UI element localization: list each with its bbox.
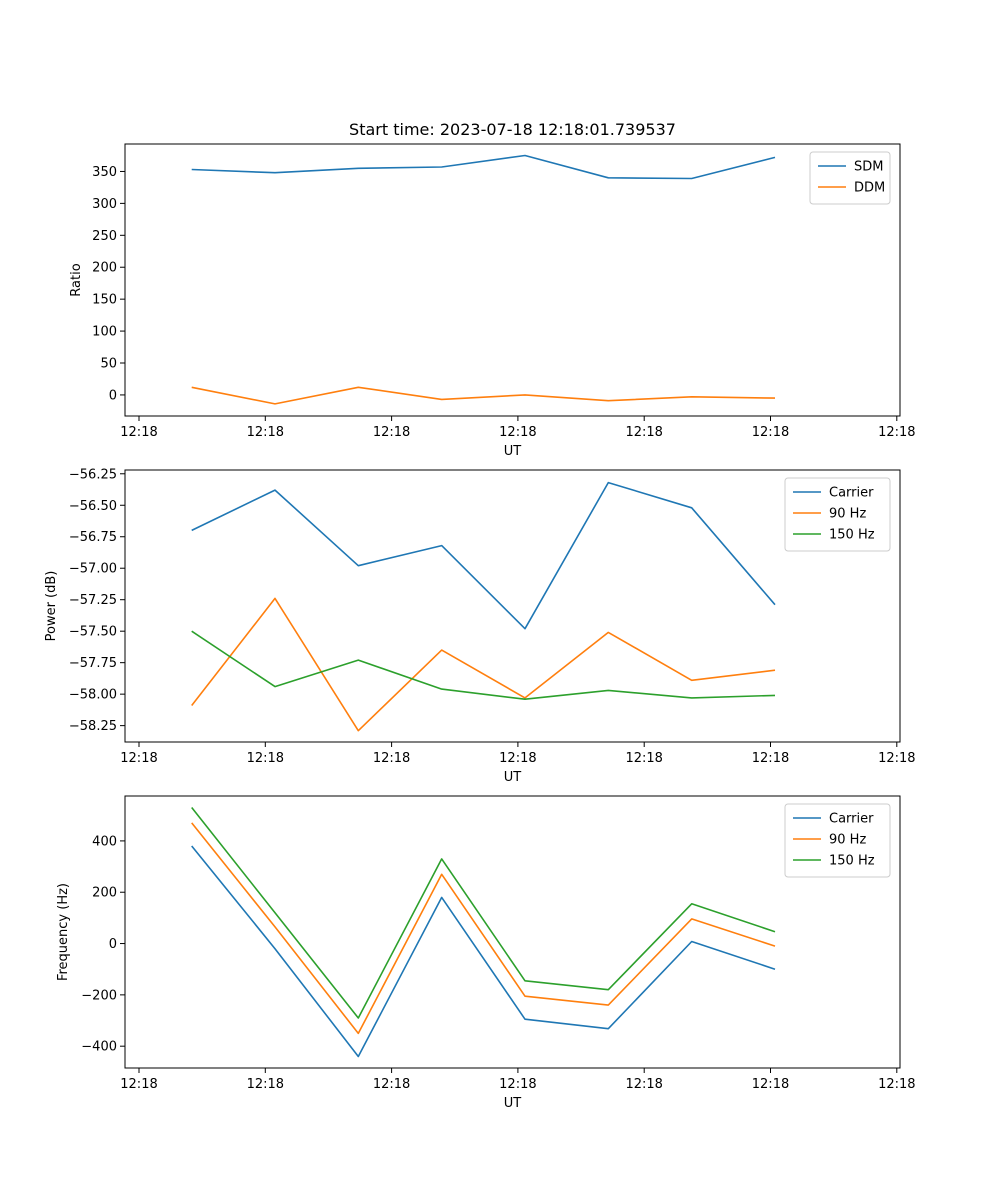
x-tick-label: 12:18: [878, 425, 915, 440]
series-line-carrier: [191, 481, 776, 630]
y-tick-label: −56.75: [69, 530, 117, 545]
legend-label: Carrier: [829, 486, 874, 501]
legend: SDM DDM: [809, 151, 891, 205]
series-line-150-hz: [191, 630, 776, 701]
x-tick-label: 12:18: [499, 1077, 536, 1092]
y-tick-label: 250: [92, 229, 117, 244]
x-tick-label: 12:18: [120, 1077, 157, 1092]
chart-title: Start time: 2023-07-18 12:18:01.739537: [349, 120, 676, 139]
y-tick-label: 150: [92, 293, 117, 308]
y-tick-label: −56.25: [69, 467, 117, 482]
legend-label: 150 Hz: [829, 854, 875, 869]
x-tick-label: 12:18: [247, 751, 284, 766]
series-line-150-hz: [191, 807, 776, 1019]
legend-box: [784, 477, 891, 552]
y-tick-label: −200: [81, 988, 117, 1003]
y-tick-label: −57.75: [69, 656, 117, 671]
y-axis-label: Power (dB): [44, 571, 59, 642]
legend-label: DDM: [854, 181, 885, 196]
x-tick-label: 12:18: [247, 425, 284, 440]
x-tick-label: 12:18: [625, 751, 662, 766]
x-axis-label: UT: [504, 1096, 522, 1111]
x-tick-label: 12:18: [752, 751, 789, 766]
x-tick-label: 12:18: [499, 751, 536, 766]
y-tick-label: −57.50: [69, 625, 117, 640]
y-tick-label: −400: [81, 1040, 117, 1055]
series-line-90-hz: [191, 822, 776, 1035]
x-tick-label: 12:18: [752, 1077, 789, 1092]
legend: Carrier 90 Hz 150 Hz: [784, 477, 891, 552]
legend-label: 150 Hz: [829, 528, 875, 543]
y-tick-label: −58.00: [69, 688, 117, 703]
y-tick-label: −56.50: [69, 499, 117, 514]
legend-box: [809, 151, 891, 205]
plot-frame: [124, 143, 901, 417]
x-tick-label: 12:18: [120, 751, 157, 766]
y-tick-label: −57.25: [69, 593, 117, 608]
x-tick-label: 12:18: [247, 1077, 284, 1092]
x-tick-label: 12:18: [120, 425, 157, 440]
legend-label: SDM: [854, 160, 883, 175]
series-line-90-hz: [191, 597, 776, 732]
y-tick-label: 400: [92, 834, 117, 849]
chart-panel-1: Start time: 2023-07-18 12:18:01.739537 12…: [69, 120, 916, 459]
plot-frame: [124, 469, 901, 743]
x-tick-label: 12:18: [373, 1077, 410, 1092]
x-tick-label: 12:18: [373, 425, 410, 440]
chart-panel-2: 12:1812:1812:1812:1812:1812:1812:1812:19…: [44, 467, 916, 785]
y-tick-label: 0: [109, 937, 117, 952]
y-tick-label: 50: [100, 357, 117, 372]
x-axis-label: UT: [504, 770, 522, 785]
legend-label: 90 Hz: [829, 833, 866, 848]
legend-label: 90 Hz: [829, 507, 866, 522]
legend: Carrier 90 Hz 150 Hz: [784, 803, 891, 878]
y-tick-label: 350: [92, 165, 117, 180]
x-tick-label: 12:18: [499, 425, 536, 440]
y-axis-label: Frequency (Hz): [56, 883, 71, 981]
y-tick-label: 300: [92, 197, 117, 212]
y-tick-label: 100: [92, 325, 117, 340]
y-axis-label: Ratio: [69, 263, 84, 296]
y-tick-label: −57.00: [69, 562, 117, 577]
x-tick-label: 12:18: [373, 751, 410, 766]
x-tick-label: 12:18: [752, 425, 789, 440]
series-line-ddm: [191, 386, 776, 405]
y-tick-label: 0: [109, 388, 117, 403]
x-axis-label: UT: [504, 444, 522, 459]
legend-box: [784, 803, 891, 878]
y-tick-label: 200: [92, 886, 117, 901]
x-tick-label: 12:18: [625, 425, 662, 440]
y-tick-label: 200: [92, 261, 117, 276]
x-tick-label: 12:18: [878, 751, 915, 766]
legend-label: Carrier: [829, 812, 874, 827]
series-line-carrier: [191, 845, 776, 1058]
plot-frame: [124, 795, 901, 1069]
chart-panel-3: 12:1812:1812:1812:1812:1812:1812:1812:19…: [56, 795, 916, 1111]
series-line-sdm: [191, 154, 776, 180]
x-tick-label: 12:18: [625, 1077, 662, 1092]
y-tick-label: −58.25: [69, 719, 117, 734]
x-tick-label: 12:18: [878, 1077, 915, 1092]
